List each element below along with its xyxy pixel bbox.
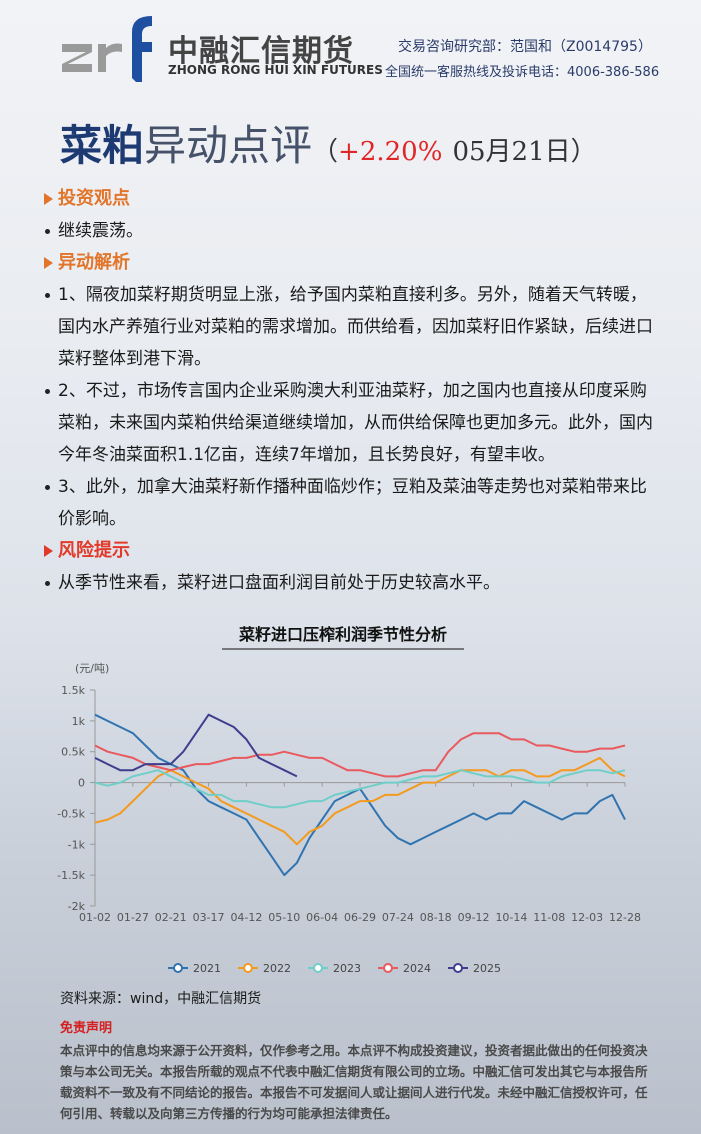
- x-tick-label: 01-02: [79, 911, 111, 924]
- chart: 菜籽进口压榨利润季节性分析 (元/吨) -2k -1.5k -1k -0.5k 0 0.5…: [57, 625, 641, 975]
- title-product: 菜粕: [60, 121, 145, 170]
- bullet-item: 从季节性来看，菜籽进口盘面利润目前处于历史较高水平。: [42, 567, 654, 599]
- chart-title: 菜籽进口压榨利润季节性分析: [238, 625, 447, 644]
- disclaimer-title: 免责声明: [60, 1021, 113, 1036]
- legend-marker: [383, 963, 393, 973]
- legend-label: 2024: [403, 962, 431, 975]
- legend-label: 2023: [333, 962, 361, 975]
- series-line: [94, 713, 626, 877]
- hotline: 全国统一客服热线及投诉电话：4006-386-586: [385, 65, 660, 80]
- y-tick-label: -1k: [68, 838, 86, 851]
- x-tick-label: 12-03: [571, 911, 603, 924]
- x-tick-label: 06-29: [344, 911, 376, 924]
- y-tick-label: 0: [78, 777, 85, 790]
- company-name-en: ZHONG RONG HUI XIN FUTURES: [168, 63, 383, 77]
- x-tick-label: 01-27: [117, 911, 149, 924]
- title-date: 05月21日: [452, 137, 571, 167]
- y-tick-label: -1.5k: [57, 869, 85, 882]
- paren: （: [312, 137, 339, 167]
- x-tick-label: 06-04: [306, 911, 338, 924]
- y-tick-label: -0.5k: [57, 807, 85, 820]
- x-tick-label: 03-17: [193, 911, 225, 924]
- bullet-item: 继续震荡。: [42, 215, 654, 247]
- analyst: 交易咨询研究部：范国和（Z0014795）: [398, 39, 652, 55]
- legend-marker: [453, 963, 463, 973]
- bullet-item: 3、此外，加拿大油菜籽新作播种面临炒作；豆粕及菜油等走势也对菜粕带来比价影响。: [42, 471, 654, 535]
- legend-marker: [243, 963, 253, 973]
- title-change: +2.20%: [338, 137, 443, 167]
- x-tick-label: 11-08: [533, 911, 565, 924]
- title-kind: 异动点评: [144, 121, 313, 170]
- x-tick-label: 09-12: [458, 911, 490, 924]
- y-tick-label: 1k: [72, 715, 86, 728]
- legend-label: 2025: [473, 962, 501, 975]
- x-tick-label: 04-12: [230, 911, 262, 924]
- section-heading: 投资观点: [42, 183, 654, 215]
- y-tick-label: -2k: [68, 900, 86, 913]
- x-tick-label: 05-10: [268, 911, 300, 924]
- x-tick-label: 07-24: [382, 911, 414, 924]
- legend-marker: [173, 963, 183, 973]
- x-tick-label: 08-18: [420, 911, 452, 924]
- company-name: 中融汇信期货: [168, 34, 354, 69]
- y-axis-label: (元/吨): [75, 662, 109, 675]
- x-tick-label: 12-28: [609, 911, 641, 924]
- series-line: [94, 769, 626, 809]
- x-tick-label: 02-21: [155, 911, 187, 924]
- series-line: [94, 713, 298, 778]
- title: 菜粕异动点评（+2.20% 05月21日）: [60, 112, 597, 173]
- paren: ）: [570, 137, 597, 167]
- disclaimer: 本点评中的信息均来源于公开资料，仅作参考之用。本点评不构成投资建议，投资者据此做…: [60, 1043, 648, 1121]
- logo: [62, 16, 152, 82]
- section-list: 1、隔夜加菜籽期货明显上涨，给予国内菜粕直接利多。另外，随着天气转暖，国内水产养…: [42, 279, 654, 535]
- source: 资料来源：wind，中融汇信期货: [60, 991, 262, 1007]
- section-heading: 异动解析: [42, 247, 654, 279]
- bullet-item: 2、不过，市场传言国内企业采购澳大利亚油菜籽，加之国内也直接从印度采购菜粕，未来…: [42, 375, 654, 471]
- x-tick-label: 10-14: [495, 911, 527, 924]
- section-heading: 风险提示: [42, 535, 654, 567]
- series-line: [94, 732, 626, 778]
- legend-label: 2022: [263, 962, 291, 975]
- legend-label: 2021: [193, 962, 221, 975]
- bullet-item: 1、隔夜加菜籽期货明显上涨，给予国内菜粕直接利多。另外，随着天气转暖，国内水产养…: [42, 279, 654, 375]
- section-list: 继续震荡。: [42, 215, 654, 247]
- series-line: [94, 756, 626, 846]
- y-tick-label: 0.5k: [61, 746, 85, 759]
- sections: 投资观点 继续震荡。 异动解析 1、隔夜加菜籽期货明显上涨，给予国内菜粕直接利多。另外…: [42, 183, 654, 599]
- section-list: 从季节性来看，菜籽进口盘面利润目前处于历史较高水平。: [42, 567, 654, 599]
- legend-marker: [313, 963, 323, 973]
- y-tick-label: 1.5k: [61, 684, 85, 697]
